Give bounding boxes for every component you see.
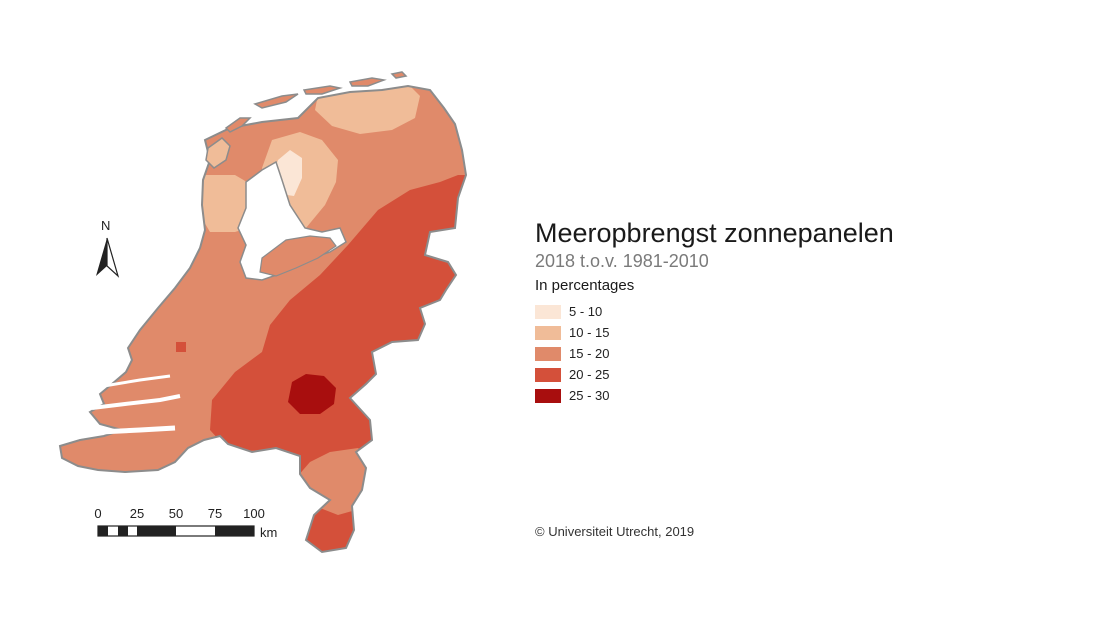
legend-swatch: [535, 325, 561, 340]
legend-panel: Meeropbrengst zonnepanelen 2018 t.o.v. 1…: [535, 217, 894, 406]
zone-25-30: [288, 374, 336, 414]
zone-10-15-north: [315, 86, 420, 134]
legend-swatch: [535, 304, 561, 319]
legend-label: 5 - 10: [569, 304, 603, 319]
scale-bar-graphic: [97, 525, 255, 537]
legend-item: 25 - 30: [535, 385, 894, 406]
legend-swatch: [535, 367, 561, 382]
scale-tick-0: 0: [94, 506, 102, 521]
legend-item: 5 - 10: [535, 301, 894, 322]
scale-tick-75: 75: [207, 506, 223, 521]
north-label: N: [101, 218, 111, 233]
island-rottumeroog: [390, 71, 408, 79]
legend-label: 25 - 30: [569, 388, 610, 403]
country-outline: [58, 84, 468, 554]
legend-item: 20 - 25: [535, 364, 894, 385]
haringvliet: [103, 374, 171, 388]
legend: 5 - 10 10 - 15 15 - 20 20 - 25 25 - 30: [535, 301, 894, 406]
legend-label: 20 - 25: [569, 367, 610, 382]
oosterschelde: [91, 394, 181, 410]
zone-20-25-spot: [176, 342, 186, 352]
flevoland: [259, 235, 337, 277]
scale-bar: 0 25 50 75 100 km: [88, 506, 298, 542]
scale-unit: km: [260, 525, 278, 540]
north-arrow: N: [92, 218, 122, 278]
island-texel: [205, 137, 231, 169]
map-subtitle: 2018 t.o.v. 1981-2010: [535, 251, 709, 271]
island-terschelling: [253, 93, 299, 109]
north-arrow-icon: [96, 237, 120, 278]
scale-tick-25: 25: [129, 506, 145, 521]
island-schiermonnikoog: [348, 77, 387, 87]
legend-item: 15 - 20: [535, 343, 894, 364]
copyright-credit: © Universiteit Utrecht, 2019: [535, 524, 695, 539]
legend-title: In percentages: [535, 277, 635, 294]
island-ameland: [302, 85, 343, 95]
legend-label: 10 - 15: [569, 325, 610, 340]
map-title: Meeropbrengst zonnepanelen: [535, 218, 894, 248]
scale-tick-50: 50: [168, 506, 184, 521]
scale-tick-100: 100: [243, 506, 265, 521]
island-vlieland: [224, 117, 252, 133]
legend-swatch: [535, 388, 561, 403]
legend-item: 10 - 15: [535, 322, 894, 343]
legend-swatch: [535, 346, 561, 361]
westerschelde: [61, 425, 176, 443]
legend-label: 15 - 20: [569, 346, 610, 361]
